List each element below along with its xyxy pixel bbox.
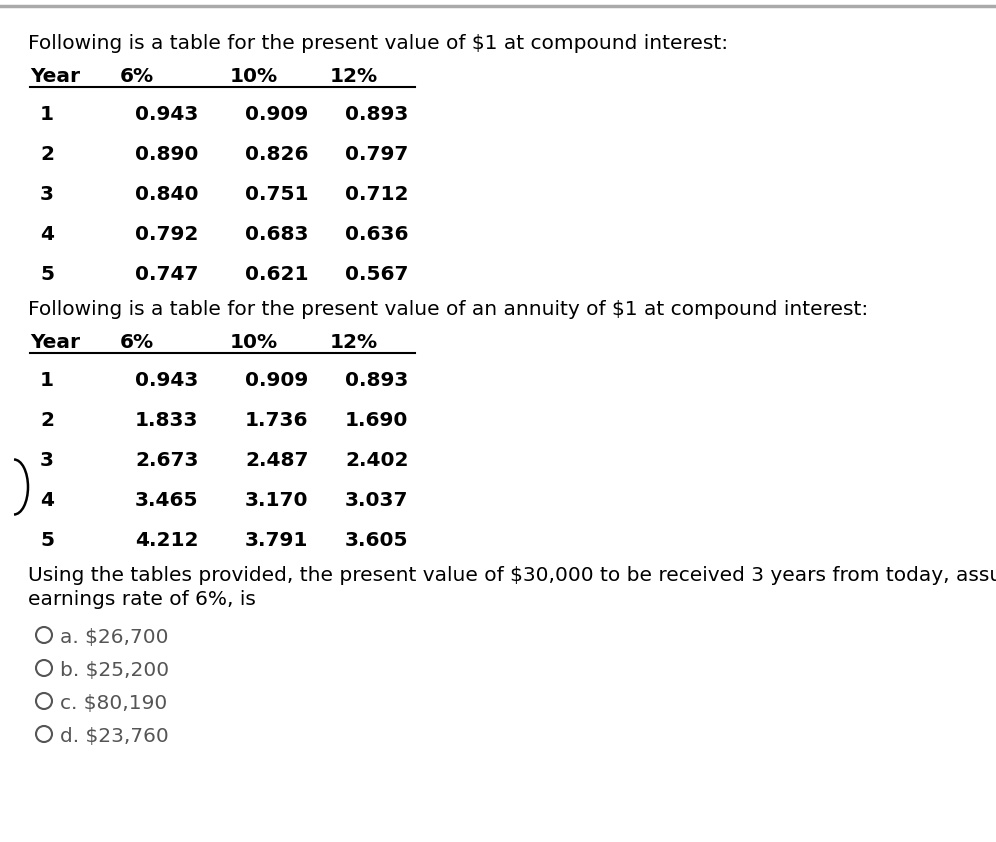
Text: 1.833: 1.833: [135, 411, 198, 430]
Text: 10%: 10%: [230, 67, 278, 86]
Text: 0.567: 0.567: [345, 265, 408, 284]
Text: 2: 2: [40, 411, 54, 430]
Text: 1.736: 1.736: [245, 411, 309, 430]
Text: 3.037: 3.037: [345, 491, 408, 510]
Text: 0.712: 0.712: [345, 185, 408, 204]
Text: 0.909: 0.909: [245, 371, 308, 390]
Text: 4: 4: [40, 491, 54, 510]
Text: 2.673: 2.673: [135, 451, 198, 470]
Text: Year: Year: [30, 333, 80, 352]
Text: 3: 3: [40, 185, 54, 204]
Text: 0.840: 0.840: [135, 185, 198, 204]
Text: 4: 4: [40, 225, 54, 244]
Text: 12%: 12%: [330, 333, 378, 352]
Text: 0.909: 0.909: [245, 105, 308, 124]
Text: b. $25,200: b. $25,200: [60, 661, 169, 680]
Text: Year: Year: [30, 67, 80, 86]
Text: 0.636: 0.636: [345, 225, 408, 244]
Text: 0.683: 0.683: [245, 225, 309, 244]
Text: 6%: 6%: [120, 333, 154, 352]
Text: 0.792: 0.792: [135, 225, 198, 244]
Text: d. $23,760: d. $23,760: [60, 727, 168, 746]
Text: Using the tables provided, the present value of $30,000 to be received 3 years f: Using the tables provided, the present v…: [28, 566, 996, 585]
Text: 3: 3: [40, 451, 54, 470]
Text: 1.690: 1.690: [345, 411, 408, 430]
Text: 5: 5: [40, 265, 54, 284]
Text: Following is a table for the present value of $1 at compound interest:: Following is a table for the present val…: [28, 34, 728, 53]
Text: 12%: 12%: [330, 67, 378, 86]
Text: earnings rate of 6%, is: earnings rate of 6%, is: [28, 590, 256, 609]
Text: 0.621: 0.621: [245, 265, 309, 284]
Text: 2.402: 2.402: [345, 451, 408, 470]
Text: 3.170: 3.170: [245, 491, 309, 510]
Text: 0.893: 0.893: [345, 371, 408, 390]
Text: 1: 1: [40, 371, 54, 390]
Text: 0.943: 0.943: [135, 105, 198, 124]
Text: 2.487: 2.487: [245, 451, 309, 470]
Text: 0.890: 0.890: [135, 145, 198, 164]
Text: 4.212: 4.212: [135, 531, 198, 550]
Text: Following is a table for the present value of an annuity of $1 at compound inter: Following is a table for the present val…: [28, 300, 869, 319]
Text: 1: 1: [40, 105, 54, 124]
Text: c. $80,190: c. $80,190: [60, 694, 167, 713]
Text: 6%: 6%: [120, 67, 154, 86]
Text: 3.465: 3.465: [135, 491, 198, 510]
Text: a. $26,700: a. $26,700: [60, 628, 168, 647]
Text: 2: 2: [40, 145, 54, 164]
Text: 0.943: 0.943: [135, 371, 198, 390]
Text: 5: 5: [40, 531, 54, 550]
Text: 0.751: 0.751: [245, 185, 309, 204]
Text: 0.826: 0.826: [245, 145, 309, 164]
Text: 0.797: 0.797: [345, 145, 408, 164]
Text: 0.747: 0.747: [135, 265, 198, 284]
Text: 3.791: 3.791: [245, 531, 309, 550]
Text: 10%: 10%: [230, 333, 278, 352]
Text: 0.893: 0.893: [345, 105, 408, 124]
Text: 3.605: 3.605: [345, 531, 408, 550]
